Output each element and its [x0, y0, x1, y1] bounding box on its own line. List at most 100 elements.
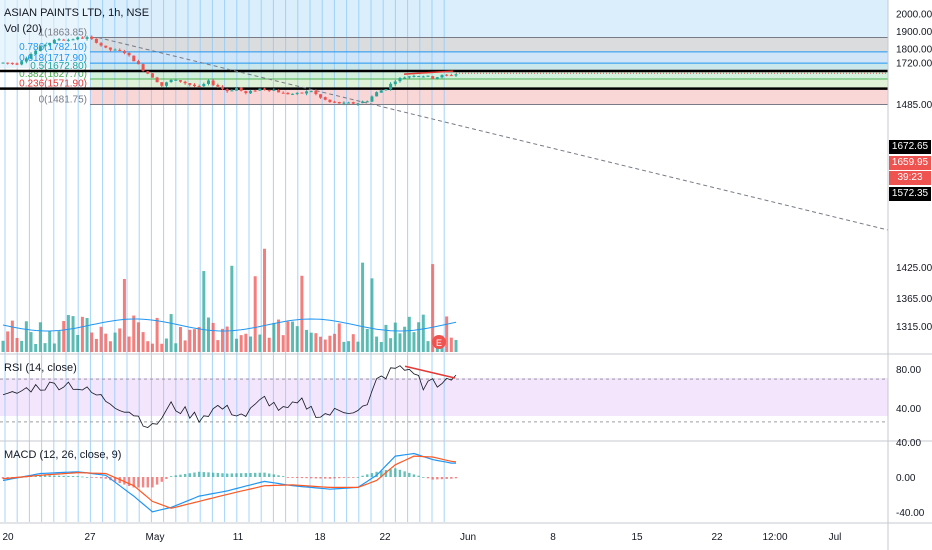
- candle-body: [141, 64, 145, 71]
- volume-bar: [150, 343, 154, 352]
- volume-bar: [10, 320, 14, 352]
- candle-body: [445, 74, 449, 76]
- volume-bar: [277, 319, 281, 352]
- fib-label: 0.5(1672.80): [30, 61, 87, 72]
- volume-bar: [272, 322, 276, 352]
- macd-histogram-bar: [454, 477, 458, 479]
- macd-histogram-bar: [389, 469, 392, 477]
- candle-body: [24, 58, 28, 62]
- candle-body: [108, 47, 112, 50]
- volume-bar: [1, 340, 5, 352]
- macd-histogram-bar: [403, 471, 406, 477]
- volume-bar: [333, 333, 337, 352]
- macd-histogram-bar: [174, 475, 177, 477]
- price-tick-label: 1365.00: [896, 294, 932, 305]
- macd-histogram-bar: [258, 472, 262, 477]
- macd-histogram-bar: [57, 475, 61, 477]
- volume-bar: [342, 341, 346, 352]
- price-tick-label: 1720.00: [896, 59, 932, 70]
- macd-histogram-bar: [202, 472, 206, 477]
- volume-bar: [449, 337, 453, 352]
- fib-zone: [90, 78, 888, 89]
- macd-histogram-bar: [244, 473, 248, 477]
- volume-bar: [220, 328, 224, 352]
- macd-histogram-bar: [272, 474, 276, 477]
- volume-bar: [197, 327, 201, 352]
- candle-body: [29, 54, 33, 59]
- candle-body: [169, 79, 173, 83]
- candle-body: [309, 91, 313, 93]
- volume-bar: [412, 332, 416, 352]
- macd-histogram-bar: [338, 477, 341, 479]
- candle-body: [66, 39, 70, 41]
- volume-bar: [183, 340, 187, 352]
- candle-body: [277, 89, 281, 93]
- candle-body: [365, 101, 369, 103]
- volume-bar: [29, 332, 33, 352]
- session-shade-left: [0, 0, 90, 68]
- candle-body: [71, 39, 75, 41]
- macd-histogram-bar: [95, 477, 98, 478]
- volume-bar: [174, 343, 178, 352]
- candle-body: [305, 91, 309, 94]
- time-tick-label: May: [146, 532, 165, 543]
- candle-body: [164, 82, 168, 86]
- candle-body: [202, 84, 206, 87]
- volume-bar: [34, 343, 38, 352]
- candle-body: [333, 101, 337, 103]
- candle-body: [319, 94, 323, 98]
- volume-label: Vol (20): [4, 23, 42, 35]
- macd-histogram-bar: [207, 472, 210, 477]
- macd-label: MACD (12, 26, close, 9): [4, 449, 122, 461]
- macd-histogram-bar: [137, 477, 140, 488]
- volume-bar: [104, 333, 108, 352]
- price-badge: 1659.95: [889, 156, 931, 170]
- volume-bar: [286, 321, 290, 352]
- volume-bar: [24, 321, 28, 352]
- fib-label: 0.618(1717.90): [19, 53, 87, 64]
- macd-histogram-bar: [436, 477, 439, 480]
- candle-body: [281, 92, 285, 94]
- macd-histogram-bar: [431, 477, 434, 480]
- time-tick-label: 27: [84, 532, 96, 543]
- macd-histogram-bar: [440, 477, 444, 480]
- rsi-line: [2, 365, 457, 428]
- macd-histogram-bar: [277, 475, 280, 477]
- fib-zone: [90, 37, 888, 52]
- macd-histogram-bar: [34, 475, 37, 477]
- candle-body: [393, 81, 397, 85]
- candle-body: [426, 75, 430, 77]
- macd-histogram-bar: [412, 474, 416, 477]
- volume-bar: [454, 339, 458, 352]
- volume-bar: [323, 339, 327, 352]
- volume-bar: [99, 326, 103, 352]
- candle-body: [6, 62, 10, 64]
- candle-body: [94, 38, 98, 43]
- volume-bar: [164, 338, 168, 352]
- volume-bar: [71, 316, 75, 352]
- macd-histogram-bar: [165, 477, 168, 479]
- macd-histogram-bar: [380, 470, 383, 477]
- macd-histogram-bar: [225, 473, 229, 477]
- candle-body: [370, 96, 374, 102]
- volume-bar: [202, 271, 206, 352]
- rsi-tick-label: 40.00: [896, 404, 921, 415]
- signal-line: [2, 455, 457, 509]
- volume-bar: [57, 331, 61, 352]
- candle-body: [76, 37, 80, 40]
- fib-zone: [90, 71, 888, 79]
- fib-zone: [90, 88, 888, 105]
- volume-bar: [15, 337, 19, 352]
- candle-body: [449, 75, 453, 77]
- candle-body: [146, 71, 150, 74]
- time-tick-label: Jul: [829, 532, 842, 543]
- volume-bar: [365, 328, 369, 352]
- macd-histogram-bar: [169, 476, 173, 477]
- price-divergence-line: [403, 70, 454, 75]
- candle-body: [20, 61, 24, 65]
- macd-histogram-bar: [282, 476, 285, 477]
- volume-bar: [178, 327, 182, 352]
- candle-body: [62, 39, 66, 41]
- earnings-marker: [432, 335, 446, 349]
